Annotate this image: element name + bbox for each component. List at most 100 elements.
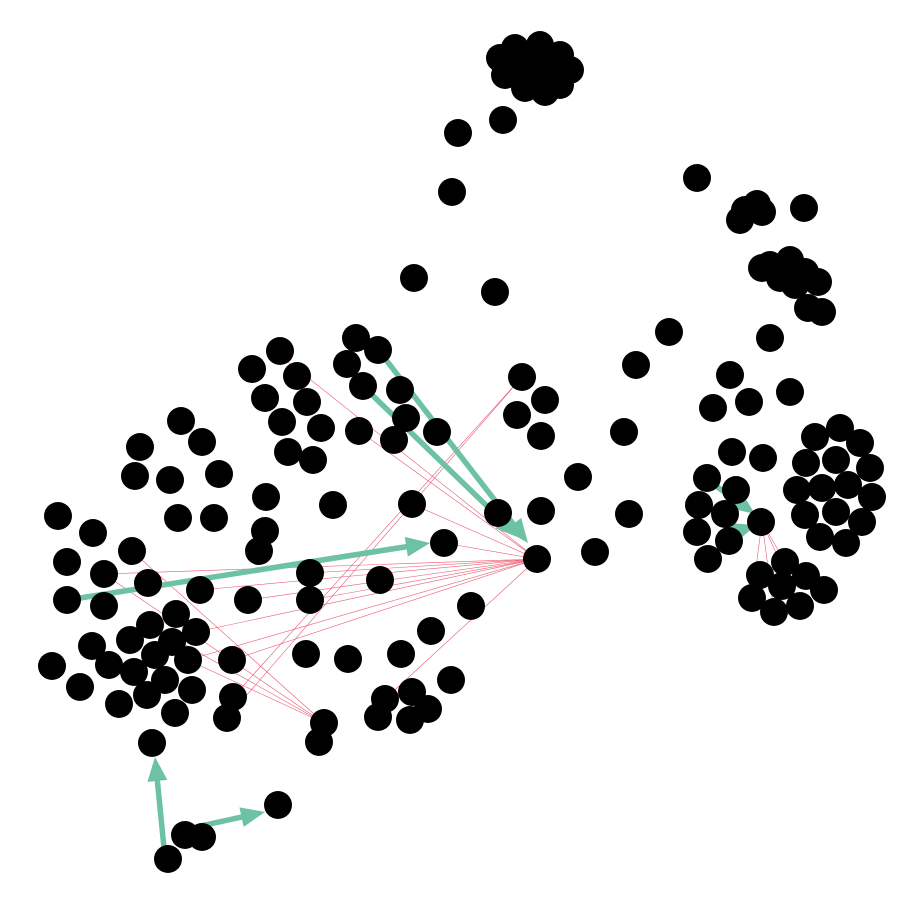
graph-node — [685, 491, 713, 519]
graph-node — [806, 523, 834, 551]
graph-node — [822, 446, 850, 474]
graph-node — [791, 501, 819, 529]
graph-node — [274, 438, 302, 466]
graph-node — [386, 376, 414, 404]
thin-edge — [187, 659, 325, 724]
graph-node — [444, 119, 472, 147]
graph-node — [521, 66, 549, 94]
arrowhead — [147, 757, 168, 782]
thin-edge — [231, 558, 538, 661]
graph-node — [792, 449, 820, 477]
graph-node — [655, 318, 683, 346]
graph-node — [747, 508, 775, 536]
graph-node — [387, 640, 415, 668]
thick-edge — [77, 543, 410, 601]
graph-node — [398, 490, 426, 518]
graph-node — [245, 537, 273, 565]
graph-node — [333, 350, 361, 378]
graph-node — [167, 407, 195, 435]
thin-edge — [309, 558, 538, 601]
graph-node — [503, 401, 531, 429]
graph-node — [392, 404, 420, 432]
graph-node — [541, 48, 569, 76]
graph-node — [296, 559, 324, 587]
graph-node — [396, 706, 424, 734]
graph-node — [804, 268, 832, 296]
thin-edge — [309, 558, 538, 574]
graph-node — [305, 728, 333, 756]
graph-node — [78, 632, 106, 660]
graph-node — [699, 394, 727, 422]
graph-node — [527, 497, 555, 525]
graph-node — [711, 500, 739, 528]
graph-node — [188, 823, 216, 851]
graph-node — [164, 504, 192, 532]
graph-node — [417, 617, 445, 645]
graph-node — [238, 355, 266, 383]
graph-node — [783, 476, 811, 504]
graph-node — [156, 466, 184, 494]
graph-node — [693, 464, 721, 492]
nodes — [38, 31, 886, 873]
graph-node — [126, 433, 154, 461]
graph-node — [735, 388, 763, 416]
graph-node — [615, 500, 643, 528]
graph-node — [400, 264, 428, 292]
graph-node — [188, 428, 216, 456]
graph-node — [134, 569, 162, 597]
graph-node — [319, 491, 347, 519]
graph-node — [504, 46, 532, 74]
graph-node — [252, 483, 280, 511]
graph-node — [748, 254, 776, 282]
graph-node — [307, 414, 335, 442]
graph-node — [133, 681, 161, 709]
arrowhead — [239, 807, 265, 827]
graph-node — [136, 611, 164, 639]
arrowhead — [495, 514, 520, 538]
graph-node — [90, 592, 118, 620]
graph-node — [251, 384, 279, 412]
thin-edge — [384, 558, 538, 700]
graph-node — [154, 845, 182, 873]
graph-node — [858, 483, 886, 511]
graph-node — [749, 444, 777, 472]
graph-node — [264, 791, 292, 819]
graph-node — [718, 438, 746, 466]
thin-edge — [226, 376, 523, 719]
graph-node — [430, 529, 458, 557]
graph-node — [66, 673, 94, 701]
graph-node — [283, 362, 311, 390]
graph-node — [722, 476, 750, 504]
graph-node — [808, 474, 836, 502]
graph-node — [44, 502, 72, 530]
graph-node — [105, 690, 133, 718]
graph-node — [484, 499, 512, 527]
graph-node — [366, 566, 394, 594]
graph-node — [349, 372, 377, 400]
graph-node — [218, 646, 246, 674]
thin-edge — [131, 550, 325, 724]
graph-node — [846, 429, 874, 457]
graph-node — [826, 414, 854, 442]
graph-node — [756, 324, 784, 352]
graph-node — [178, 676, 206, 704]
graph-node — [205, 460, 233, 488]
graph-node — [182, 618, 210, 646]
graph-node — [138, 729, 166, 757]
graph-node — [856, 454, 884, 482]
graph-node — [342, 324, 370, 352]
graph-node — [161, 699, 189, 727]
graph-node — [715, 527, 743, 555]
graph-node — [53, 548, 81, 576]
graph-node — [768, 572, 796, 600]
graph-node — [162, 600, 190, 628]
graph-node — [457, 592, 485, 620]
thick-edge — [365, 388, 506, 525]
graph-node — [694, 545, 722, 573]
graph-node — [219, 683, 247, 711]
graph-node — [79, 519, 107, 547]
graph-node — [848, 508, 876, 536]
graph-node — [186, 576, 214, 604]
graph-node — [213, 704, 241, 732]
graph-node — [364, 703, 392, 731]
